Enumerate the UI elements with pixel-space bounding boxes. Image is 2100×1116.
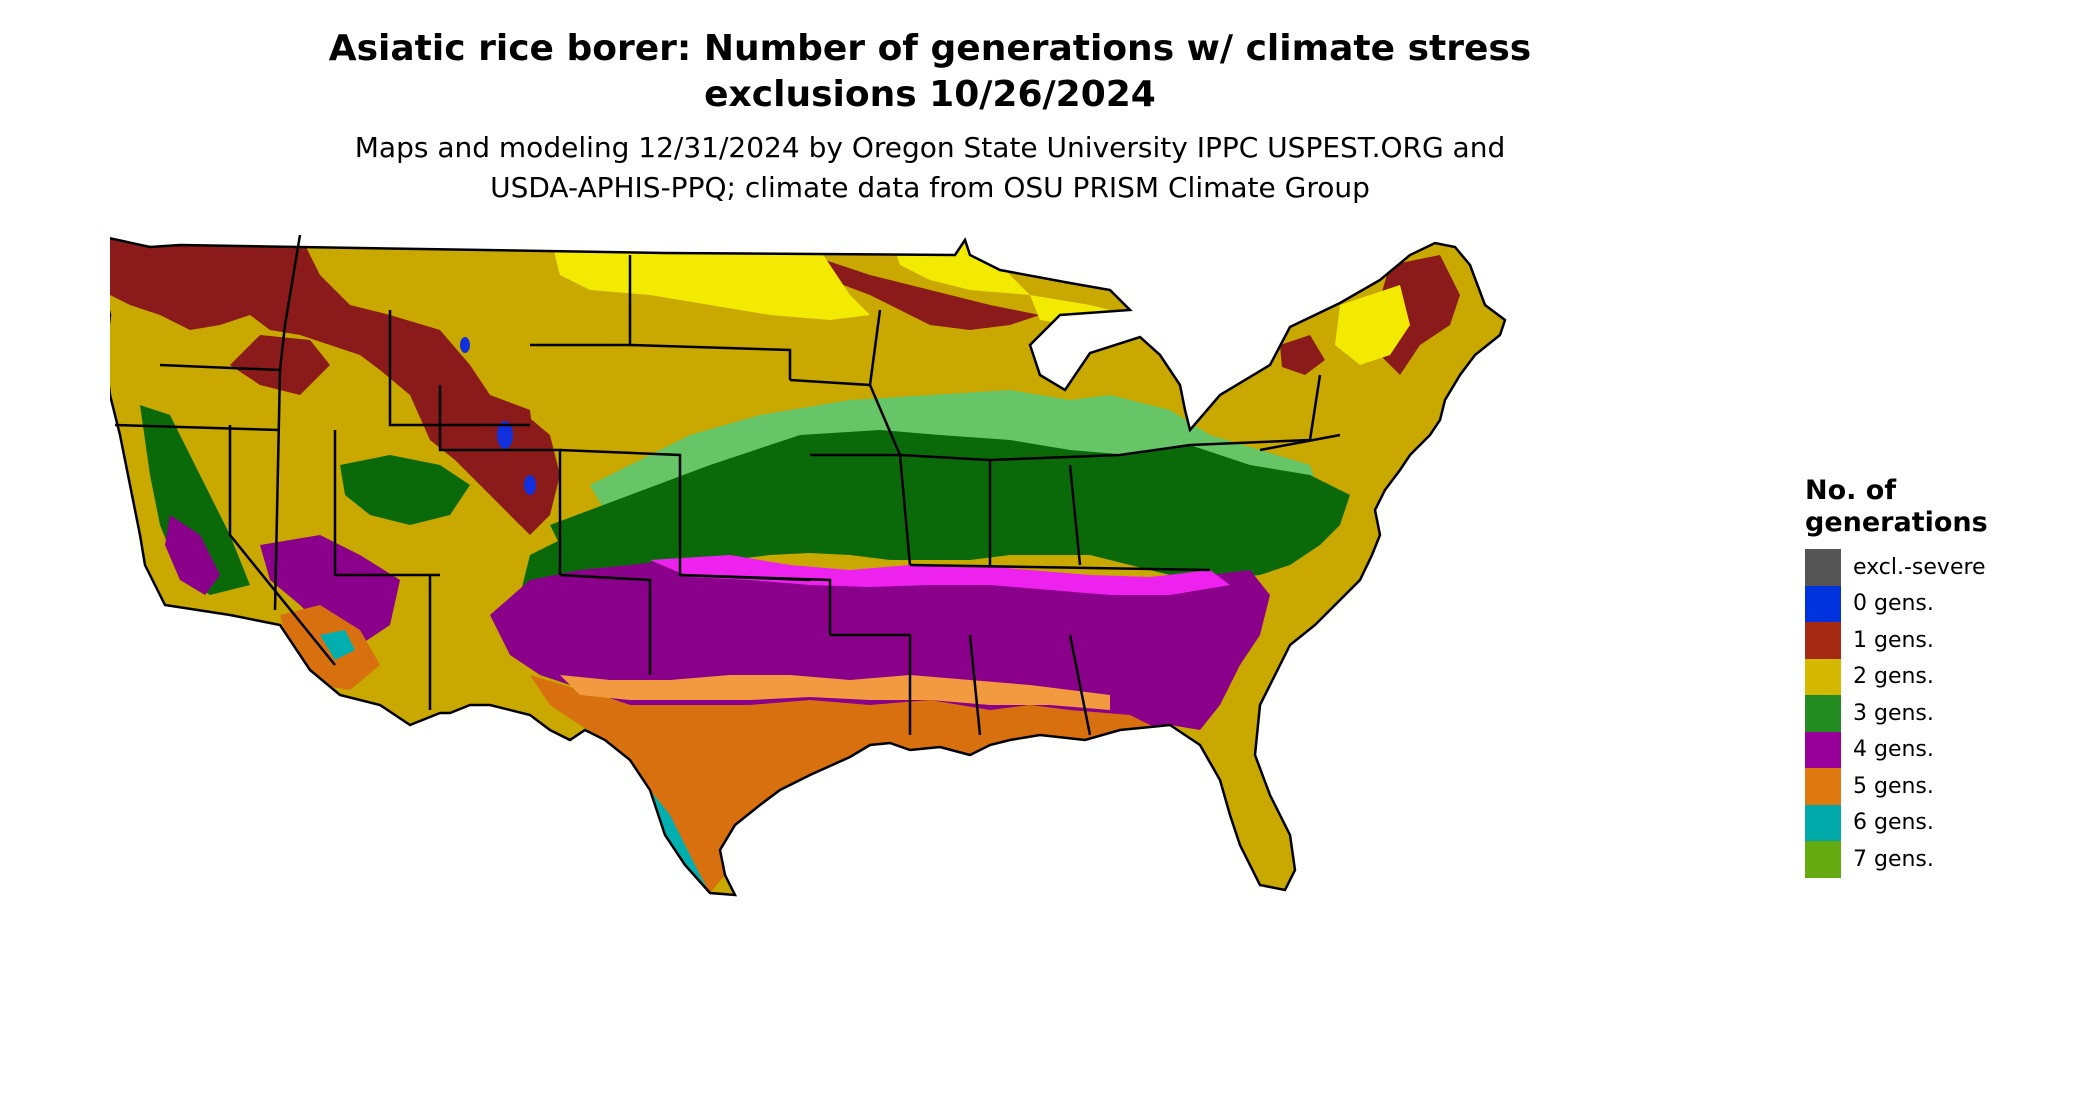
- legend-item: 5 gens.: [1805, 768, 2085, 805]
- zone-1-gens-northwest: [110, 235, 540, 525]
- legend-item: 1 gens.: [1805, 622, 2085, 659]
- state-boundaries: [110, 235, 1507, 897]
- legend-swatch: [1805, 731, 1841, 768]
- map-subtitle-line-2: USDA-APHIS-PPQ; climate data from OSU PR…: [490, 171, 1370, 204]
- state-line: [679, 573, 832, 635]
- map-title-line-2: exclusions 10/26/2024: [704, 74, 1156, 115]
- state-line: [159, 235, 302, 372]
- legend-label: 7 gens.: [1853, 846, 1934, 872]
- map-title-line-1: Asiatic rice borer: Number of generation…: [328, 28, 1532, 69]
- state-line: [868, 309, 882, 386]
- legend-swatch: [1805, 695, 1841, 732]
- legend-item: excl.-severe: [1805, 549, 2085, 586]
- legend-item: 4 gens.: [1805, 731, 2085, 768]
- state-line: [830, 633, 912, 735]
- state-line: [968, 634, 982, 736]
- state-line: [1259, 433, 1341, 452]
- legend-title: No. of generations: [1805, 475, 2085, 539]
- state-line: [1068, 464, 1082, 566]
- legend-swatch: [1805, 549, 1841, 586]
- zone-0-gens-spot: [497, 421, 513, 449]
- map-subtitle: Maps and modeling 12/31/2024 by Oregon S…: [230, 128, 1630, 208]
- legend-label: 4 gens.: [1853, 737, 1934, 763]
- legend-swatch: [1805, 768, 1841, 805]
- legend-label: 0 gens.: [1853, 591, 1934, 617]
- legend-title-line-1: No. of: [1805, 475, 1897, 506]
- zone-1-gens-adirondacks: [1280, 335, 1325, 375]
- legend-label: excl.-severe: [1853, 554, 1986, 580]
- legend-swatch: [1805, 622, 1841, 659]
- state-line: [333, 430, 440, 577]
- state-line: [114, 423, 281, 432]
- legend-label: 2 gens.: [1853, 664, 1934, 690]
- map-title: Asiatic rice borer: Number of generation…: [230, 26, 1630, 118]
- state-line: [228, 425, 336, 666]
- zone-0-gens-spot: [524, 475, 536, 495]
- generation-zones: [110, 235, 1505, 895]
- zone-6-gens-south-texas: [650, 790, 710, 893]
- zone-2-gens-bright-new-england: [1335, 285, 1410, 365]
- zone-4-gens-california: [165, 515, 220, 595]
- zone-0-gens-spot: [460, 337, 470, 353]
- zone-3-gens-colorado-plateau: [340, 455, 470, 525]
- zone-4-gens-bright-fringe: [650, 555, 1230, 595]
- legend-swatch: [1805, 804, 1841, 841]
- legend-item: 2 gens.: [1805, 658, 2085, 695]
- legend-swatch: [1805, 841, 1841, 878]
- legend-label: 5 gens.: [1853, 773, 1934, 799]
- legend-swatch: [1805, 658, 1841, 695]
- legend-item: 7 gens.: [1805, 841, 2085, 878]
- legend-swatch: [1805, 585, 1841, 622]
- legend-label: 3 gens.: [1853, 700, 1934, 726]
- legend-item: 6 gens.: [1805, 804, 2085, 841]
- us-generations-map: [110, 235, 1760, 1115]
- state-line: [1068, 634, 1092, 736]
- zone-3-gens-midwest: [550, 430, 1350, 580]
- zone-4-gens-arizona-band: [260, 535, 400, 645]
- state-line: [273, 369, 282, 611]
- legend: No. of generations excl.-severe 0 gens. …: [1805, 475, 2085, 878]
- state-line: [388, 310, 530, 427]
- us-map-svg: [110, 235, 1507, 897]
- legend-item: 3 gens.: [1805, 695, 2085, 732]
- legend-label: 1 gens.: [1853, 627, 1934, 653]
- state-line: [989, 443, 1191, 462]
- legend-label: 6 gens.: [1853, 810, 1934, 836]
- state-line: [559, 573, 652, 675]
- state-line: [629, 343, 792, 380]
- legend-title-line-2: generations: [1805, 507, 1988, 538]
- zone-0-gens-spots: [460, 337, 536, 495]
- zone-1-gens-north-wisconsin: [810, 255, 1040, 330]
- state-line: [909, 563, 1211, 572]
- zone-6-gens-south-florida: [1135, 815, 1185, 890]
- legend-item: 0 gens.: [1805, 585, 2085, 622]
- zone-6-gens-arizona: [320, 630, 355, 660]
- legend-items: excl.-severe 0 gens. 1 gens. 2 gens. 3 g…: [1805, 549, 2085, 878]
- map-subtitle-line-1: Maps and modeling 12/31/2024 by Oregon S…: [354, 131, 1506, 164]
- zone-3-gens-southwest-band: [140, 405, 250, 595]
- zone-5-gens-gulf: [530, 675, 1190, 893]
- state-line: [438, 385, 562, 575]
- zone-5-gens-light-fringe: [560, 675, 1110, 710]
- zone-1-gens-rockies: [470, 405, 560, 535]
